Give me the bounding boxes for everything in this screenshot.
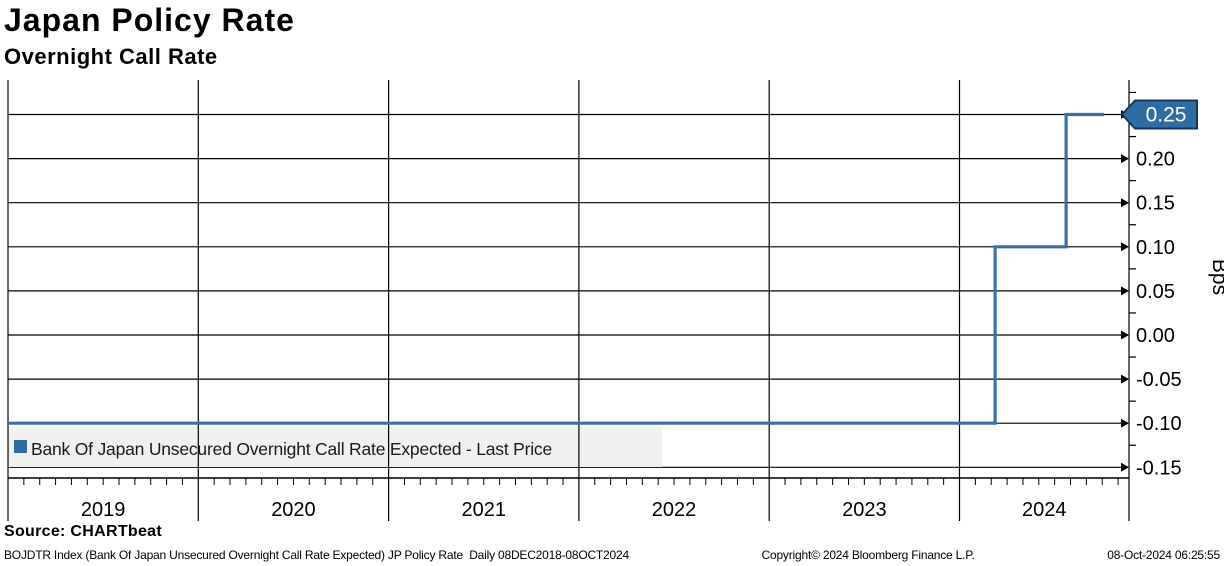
page-subtitle: Overnight Call Rate	[4, 44, 218, 69]
footer-copyright: Copyright© 2024 Bloomberg Finance L.P.	[761, 548, 975, 562]
x-year-label: 2024	[1022, 499, 1067, 521]
y-tick-label: 0.20	[1136, 149, 1175, 171]
x-year-label: 2020	[271, 499, 316, 521]
legend-swatch	[14, 440, 27, 453]
y-axis-title: Bps	[1208, 259, 1224, 295]
page-title: Japan Policy Rate	[4, 2, 295, 38]
legend-label: Bank Of Japan Unsecured Overnight Call R…	[31, 439, 552, 459]
y-tick-label: -0.15	[1136, 457, 1182, 479]
y-tick-label: -0.10	[1136, 413, 1182, 435]
y-grid-arrow	[1121, 462, 1129, 472]
y-grid-arrow	[1121, 418, 1129, 428]
footer-index-description: BOJDTR Index (Bank Of Japan Unsecured Ov…	[4, 548, 629, 562]
last-price-label: 0.25	[1146, 104, 1187, 127]
x-year-label: 2021	[462, 499, 507, 521]
y-tick-label: 0.15	[1136, 193, 1175, 215]
y-tick-label: 0.00	[1136, 325, 1175, 347]
y-tick-label: 0.10	[1136, 237, 1175, 259]
y-tick-label: 0.05	[1136, 281, 1175, 303]
last-price-flag	[1120, 99, 1198, 130]
x-year-label: 2022	[652, 499, 697, 521]
y-grid-arrow	[1121, 374, 1129, 384]
footer: BOJDTR Index (Bank Of Japan Unsecured Ov…	[4, 548, 1220, 562]
y-grid-arrow	[1121, 154, 1129, 164]
y-tick-label: -0.05	[1136, 369, 1182, 391]
legend-box	[8, 427, 662, 467]
y-grid-arrow	[1121, 330, 1129, 340]
footer-timestamp: 08-Oct-2024 06:25:55	[1107, 548, 1220, 562]
y-grid-arrow	[1121, 286, 1129, 296]
x-year-label: 2019	[81, 499, 126, 521]
source-label: Source: CHARTbeat	[4, 523, 163, 540]
y-grid-arrow	[1121, 198, 1129, 208]
rate-step-line	[8, 112, 1105, 425]
y-grid-arrow	[1121, 242, 1129, 252]
x-year-label: 2023	[842, 499, 887, 521]
